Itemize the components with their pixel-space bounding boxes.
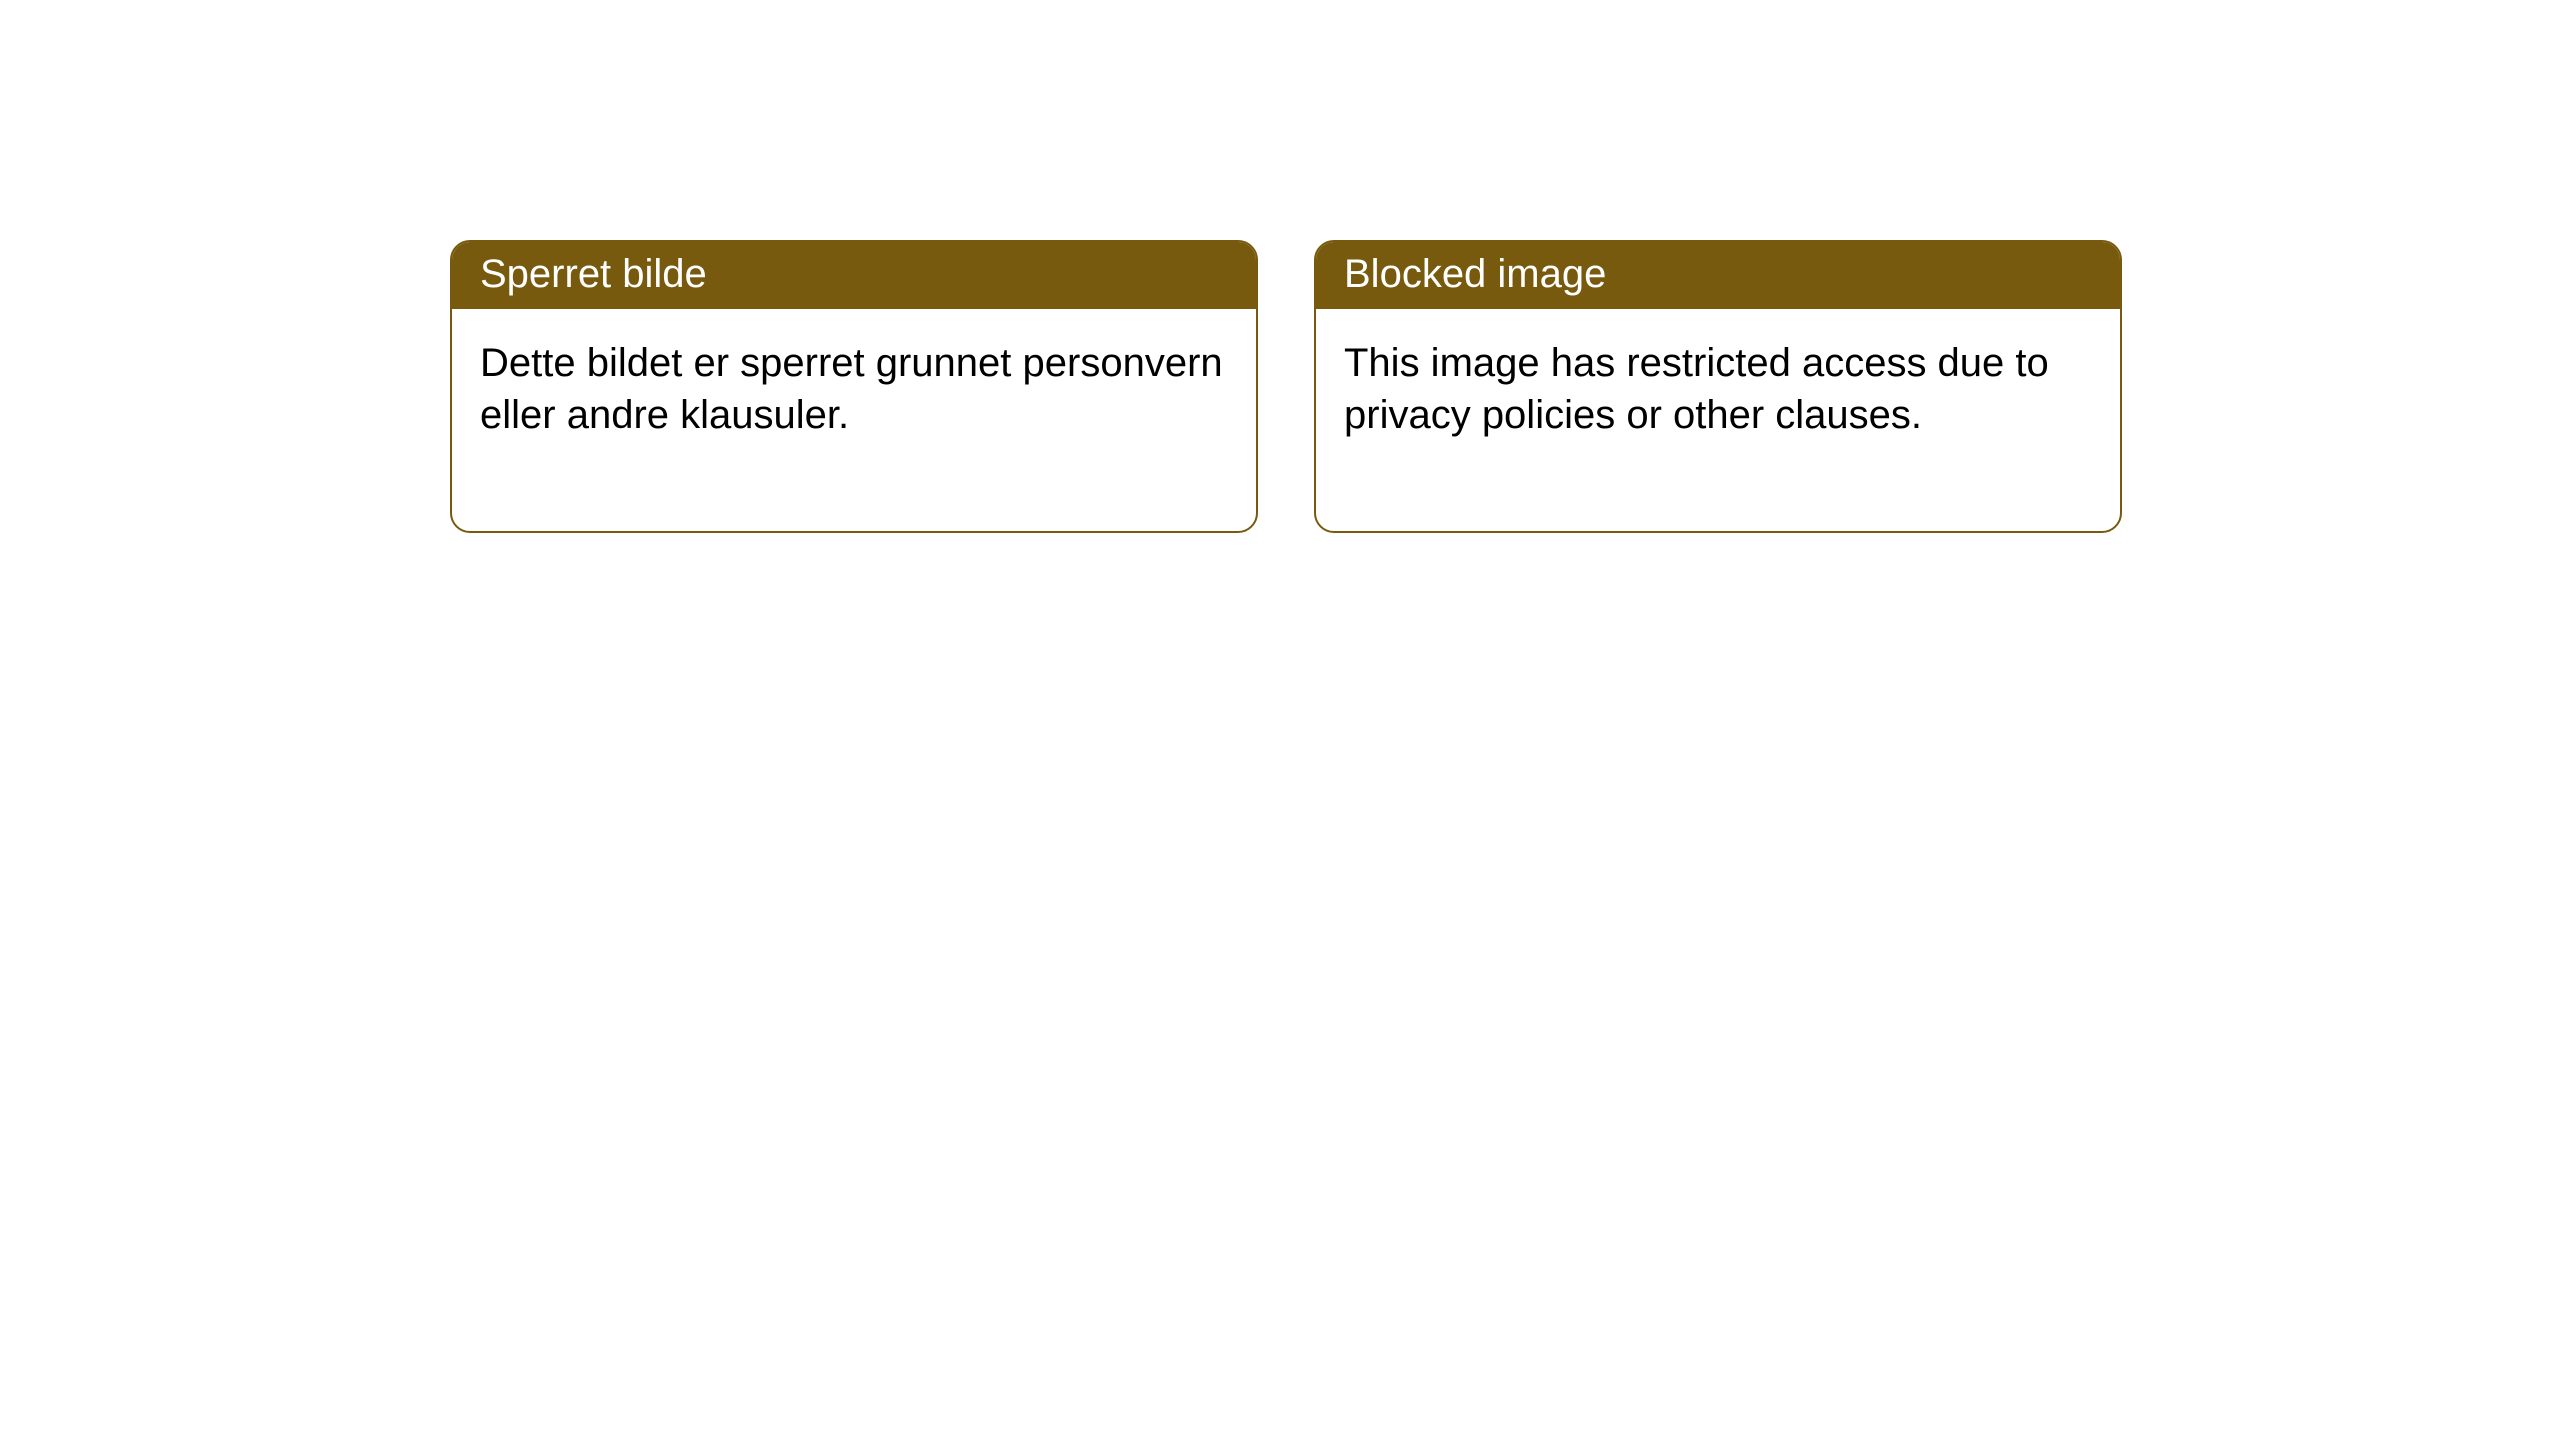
- notice-title: Sperret bilde: [480, 252, 707, 296]
- notice-card-english: Blocked image This image has restricted …: [1314, 240, 2122, 533]
- notice-text: This image has restricted access due to …: [1344, 341, 2049, 437]
- notice-body: Dette bildet er sperret grunnet personve…: [452, 309, 1256, 531]
- notice-header: Sperret bilde: [452, 242, 1256, 309]
- notice-title: Blocked image: [1344, 252, 1606, 296]
- notice-container: Sperret bilde Dette bildet er sperret gr…: [0, 0, 2560, 533]
- notice-body: This image has restricted access due to …: [1316, 309, 2120, 531]
- notice-header: Blocked image: [1316, 242, 2120, 309]
- notice-card-norwegian: Sperret bilde Dette bildet er sperret gr…: [450, 240, 1258, 533]
- notice-text: Dette bildet er sperret grunnet personve…: [480, 341, 1223, 437]
